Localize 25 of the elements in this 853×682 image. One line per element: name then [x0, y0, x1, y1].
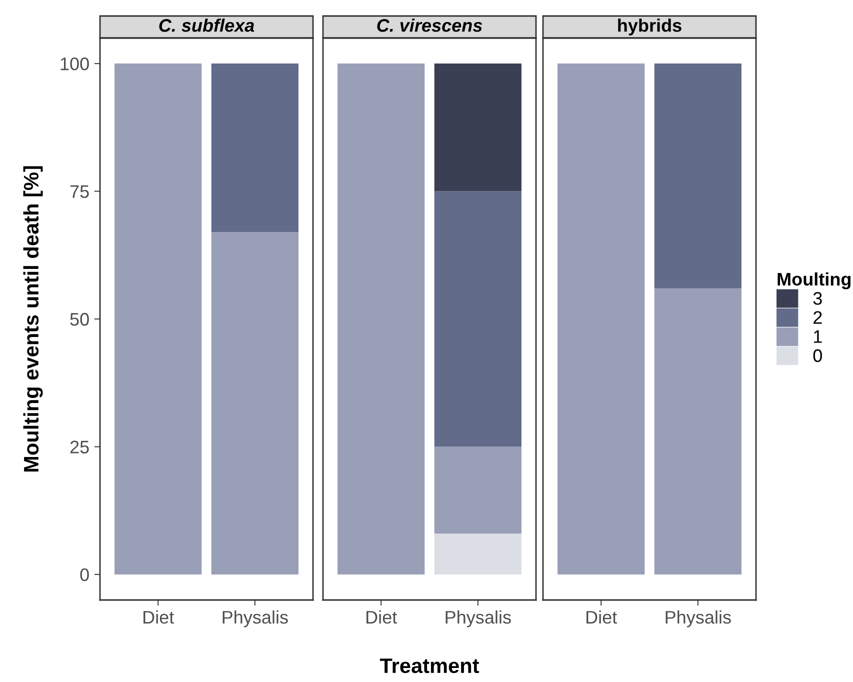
bar — [434, 64, 522, 192]
legend-label: 2 — [814, 311, 822, 324]
y-tick-label: 0 — [80, 568, 89, 582]
chart-title: C. virescens — [377, 18, 482, 32]
y-tick-label: 25 — [70, 440, 89, 454]
x-tick-label: Diet — [586, 610, 618, 624]
x-tick-label: Physalis — [666, 610, 731, 628]
x-tick-label: Diet — [144, 610, 174, 624]
legend-label: 0 — [813, 349, 822, 362]
x-axis-title: Treatment — [380, 658, 480, 674]
bar — [434, 534, 522, 574]
x-tick-label: Diet — [366, 610, 398, 624]
legend-label: 3 — [813, 292, 822, 305]
chart-title: hybrids — [618, 18, 682, 36]
legend-label: 1 — [814, 330, 822, 343]
y-tick-label: 75 — [70, 185, 89, 198]
y-tick-label: 100 — [60, 57, 89, 70]
y-axis-title: Moulting events until death [%] — [23, 166, 43, 472]
x-tick-label: Physalis — [446, 610, 511, 628]
chart-title: C. subflexa — [159, 18, 254, 32]
bar — [434, 191, 522, 447]
bar — [434, 446, 522, 534]
x-tick-label: Physalis — [222, 610, 288, 628]
y-tick-label: 50 — [70, 312, 89, 326]
legend-title: Moulting — [778, 272, 851, 290]
